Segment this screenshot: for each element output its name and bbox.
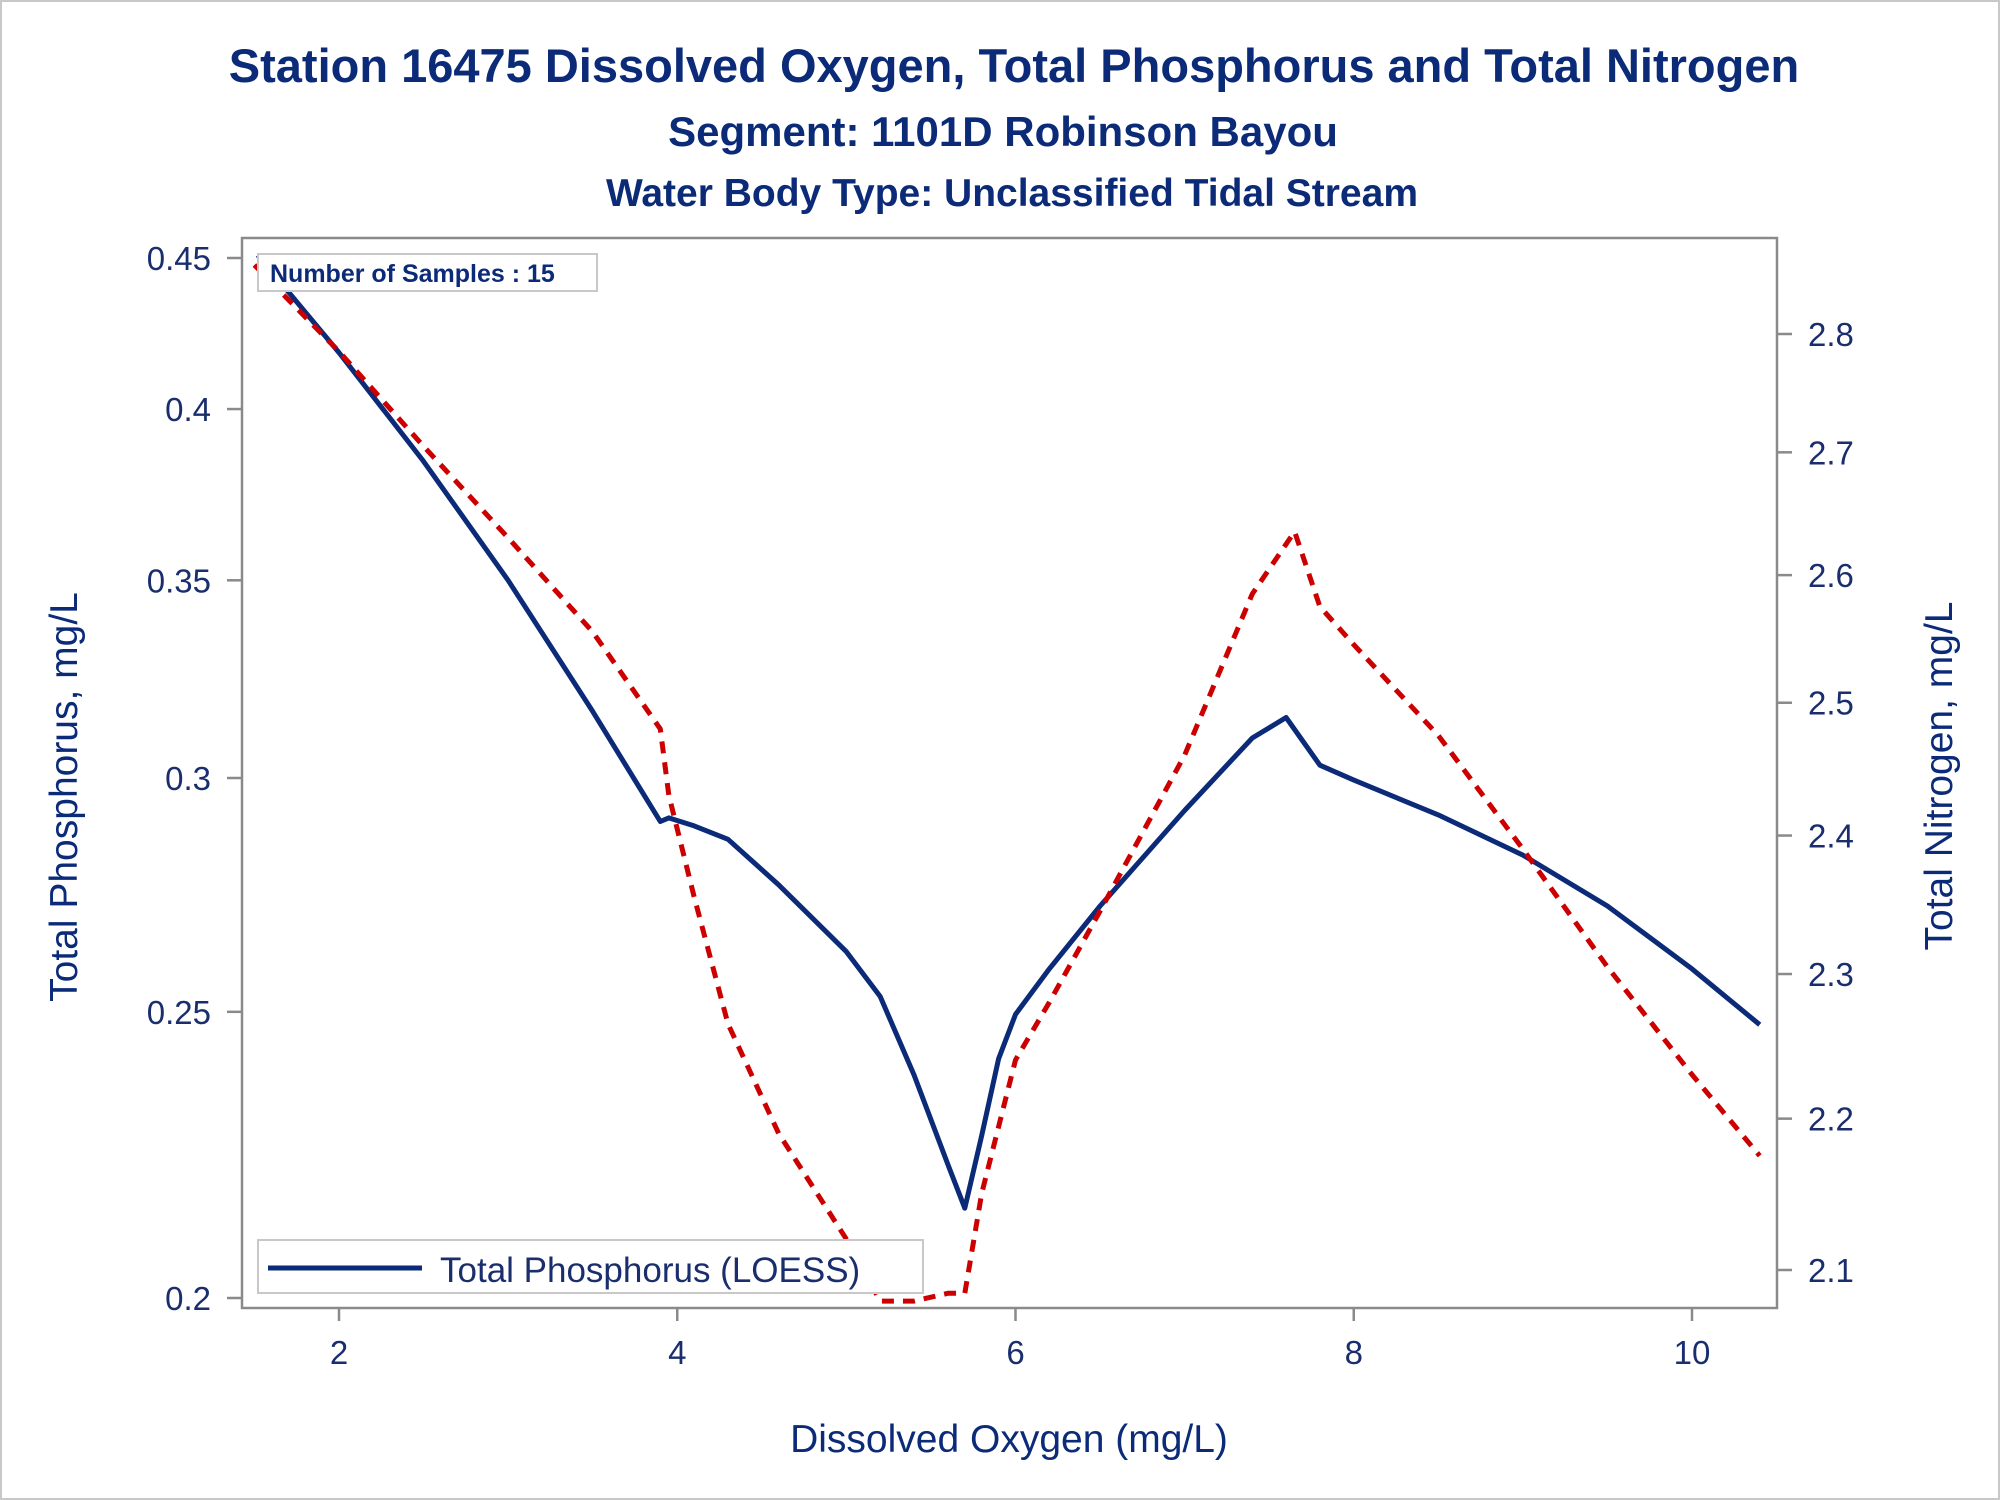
y-axis-right: 2.8 2.7 2.6 2.5 2.4 2.3 2.2 2.1 xyxy=(1777,316,1854,1289)
y-left-tick-label: 0.45 xyxy=(147,240,211,277)
x-tick-label: 6 xyxy=(1006,1334,1024,1371)
chart-subtitle: Segment: 1101D Robinson Bayou xyxy=(668,108,1338,155)
x-tick-label: 2 xyxy=(330,1334,348,1371)
y-right-tick-label: 2.5 xyxy=(1808,685,1854,722)
x-tick-label: 10 xyxy=(1674,1334,1711,1371)
total-phosphorus-line xyxy=(255,253,1762,1211)
legend-label-total-phosphorus: Total Phosphorus (LOESS) xyxy=(440,1251,860,1290)
series-layer xyxy=(252,253,1762,1304)
y-axis-right-label: Total Nitrogen, mg/L xyxy=(1918,601,1961,950)
y-left-tick-label: 0.4 xyxy=(165,391,211,428)
legend: Total Phosphorus (LOESS) xyxy=(257,1239,924,1294)
chart-subtitle-2: Water Body Type: Unclassified Tidal Stre… xyxy=(606,172,1418,215)
y-right-tick-label: 2.7 xyxy=(1808,434,1854,471)
sample-count-annotation: Number of Samples : 15 xyxy=(270,260,555,288)
y-right-tick-label: 2.6 xyxy=(1808,557,1854,594)
y-axis-left-label: Total Phosphorus, mg/L xyxy=(43,592,86,1002)
sample-count-box xyxy=(257,253,598,292)
y-right-tick-label: 2.1 xyxy=(1808,1252,1854,1289)
total-nitrogen-line xyxy=(252,263,1762,1304)
chart-title: Station 16475 Dissolved Oxygen, Total Ph… xyxy=(229,39,1799,92)
y-left-tick-label: 0.25 xyxy=(147,994,211,1031)
y-right-tick-label: 2.3 xyxy=(1808,956,1854,993)
y-right-tick-label: 2.8 xyxy=(1808,316,1854,353)
x-tick-label: 4 xyxy=(668,1334,686,1371)
x-tick-label: 8 xyxy=(1345,1334,1363,1371)
y-left-tick-label: 0.35 xyxy=(147,562,211,599)
y-right-tick-label: 2.2 xyxy=(1808,1101,1854,1138)
x-axis: 2 4 6 8 10 xyxy=(330,1308,1711,1371)
y-left-tick-label: 0.3 xyxy=(165,760,211,797)
y-axis-left: 0.45 0.4 0.35 0.3 0.25 0.2 xyxy=(147,240,242,1317)
y-left-tick-label: 0.2 xyxy=(165,1280,211,1317)
plot-area xyxy=(240,236,1779,1310)
y-right-tick-label: 2.4 xyxy=(1808,818,1854,855)
x-axis-label: Dissolved Oxygen (mg/L) xyxy=(790,1418,1228,1461)
